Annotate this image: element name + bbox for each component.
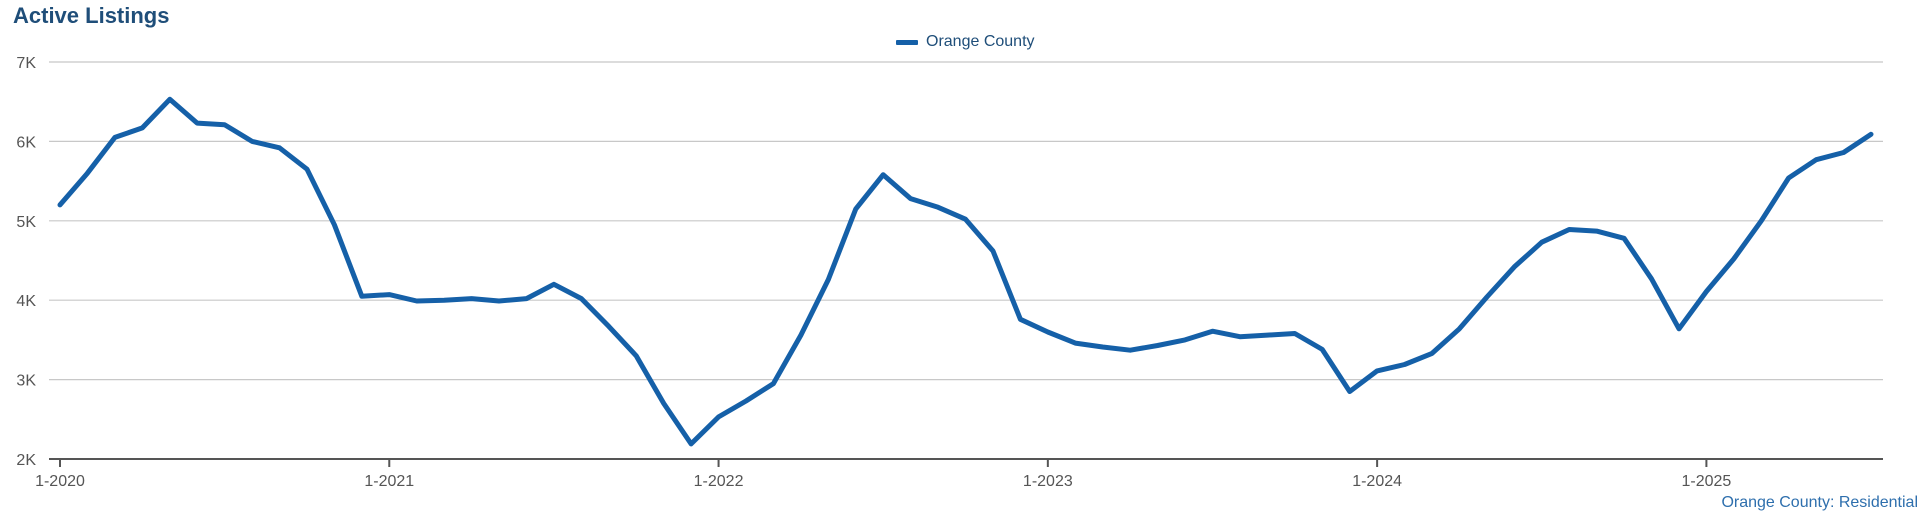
legend-swatch (896, 39, 918, 45)
data-point[interactable] (1813, 157, 1819, 163)
data-point[interactable] (716, 414, 722, 420)
data-point[interactable] (441, 297, 447, 303)
x-axis-tick-labels: 1-2020 1-2021 1-2022 1-2023 1-2024 1-2025 (35, 473, 1731, 490)
x-tick-label: 1-2021 (364, 473, 414, 490)
data-point[interactable] (1045, 329, 1051, 335)
data-point[interactable] (770, 381, 776, 387)
data-point[interactable] (1100, 344, 1106, 350)
x-tick-label: 1-2020 (35, 473, 85, 490)
data-point[interactable] (1786, 175, 1792, 181)
data-point[interactable] (1210, 328, 1216, 334)
data-point[interactable] (304, 166, 310, 172)
data-point[interactable] (1566, 227, 1572, 233)
data-point[interactable] (1182, 337, 1188, 343)
data-point[interactable] (222, 122, 228, 128)
data-point[interactable] (578, 296, 584, 302)
data-point[interactable] (524, 296, 530, 302)
data-point[interactable] (249, 138, 255, 144)
data-point[interactable] (1072, 340, 1078, 346)
data-point[interactable] (1594, 228, 1600, 234)
data-point[interactable] (139, 125, 145, 131)
data-point[interactable] (880, 172, 886, 178)
data-point[interactable] (1429, 350, 1435, 356)
data-point[interactable] (359, 293, 365, 299)
y-tick-label: 5K (16, 214, 36, 231)
data-point[interactable] (1237, 334, 1243, 340)
data-point[interactable] (853, 206, 859, 212)
data-point[interactable] (963, 216, 969, 222)
y-axis-tick-labels: 2K 3K 4K 5K 6K 7K (16, 55, 36, 469)
data-point[interactable] (935, 204, 941, 210)
data-point[interactable] (57, 202, 63, 208)
data-point[interactable] (1758, 218, 1764, 224)
series-lines (57, 96, 1874, 447)
data-point[interactable] (1703, 289, 1709, 295)
data-point[interactable] (908, 196, 914, 202)
y-tick-label: 2K (16, 452, 36, 469)
data-point[interactable] (1484, 294, 1490, 300)
data-point[interactable] (1127, 347, 1133, 353)
data-point[interactable] (1456, 326, 1462, 332)
data-point[interactable] (84, 170, 90, 176)
chart-title: Active Listings (13, 3, 170, 28)
data-point[interactable] (1841, 150, 1847, 156)
data-point[interactable] (743, 398, 749, 404)
data-point[interactable] (633, 353, 639, 359)
data-point[interactable] (331, 222, 337, 228)
y-tick-label: 4K (16, 293, 36, 310)
y-tick-label: 7K (16, 55, 36, 72)
x-axis (49, 458, 1883, 467)
x-tick-label: 1-2025 (1681, 473, 1731, 490)
data-point[interactable] (1676, 326, 1682, 332)
data-point[interactable] (1264, 332, 1270, 338)
x-tick-label: 1-2023 (1023, 473, 1073, 490)
data-point[interactable] (167, 96, 173, 102)
data-point[interactable] (194, 120, 200, 126)
data-point[interactable] (1374, 368, 1380, 374)
data-point[interactable] (661, 400, 667, 406)
data-point[interactable] (990, 248, 996, 254)
data-point[interactable] (386, 292, 392, 298)
data-point[interactable] (496, 298, 502, 304)
data-point[interactable] (1731, 256, 1737, 262)
data-point[interactable] (1347, 389, 1353, 395)
data-point[interactable] (112, 134, 118, 140)
data-point[interactable] (1539, 239, 1545, 245)
data-point[interactable] (798, 332, 804, 338)
x-tick-label: 1-2024 (1352, 473, 1402, 490)
data-point[interactable] (1017, 316, 1023, 322)
data-point[interactable] (1155, 343, 1161, 349)
data-point[interactable] (606, 323, 612, 329)
series-line-orange-county[interactable] (57, 96, 1874, 447)
data-point[interactable] (277, 145, 283, 151)
data-point[interactable] (1511, 264, 1517, 270)
data-point[interactable] (825, 277, 831, 283)
data-point[interactable] (469, 296, 475, 302)
legend[interactable]: Orange County (896, 33, 1035, 51)
y-tick-label: 3K (16, 373, 36, 390)
y-tick-label: 6K (16, 134, 36, 151)
data-point[interactable] (551, 281, 557, 287)
data-point[interactable] (414, 298, 420, 304)
data-point[interactable] (1868, 131, 1874, 137)
data-point[interactable] (1402, 362, 1408, 368)
data-point[interactable] (688, 441, 694, 447)
x-tick-label: 1-2022 (694, 473, 744, 490)
data-point[interactable] (1292, 331, 1298, 337)
source-label: Orange County: Residential (1721, 494, 1918, 511)
data-point[interactable] (1621, 235, 1627, 241)
data-point[interactable] (1649, 276, 1655, 282)
grid-lines (49, 61, 1883, 381)
data-point[interactable] (1319, 346, 1325, 352)
legend-label: Orange County (926, 33, 1035, 50)
